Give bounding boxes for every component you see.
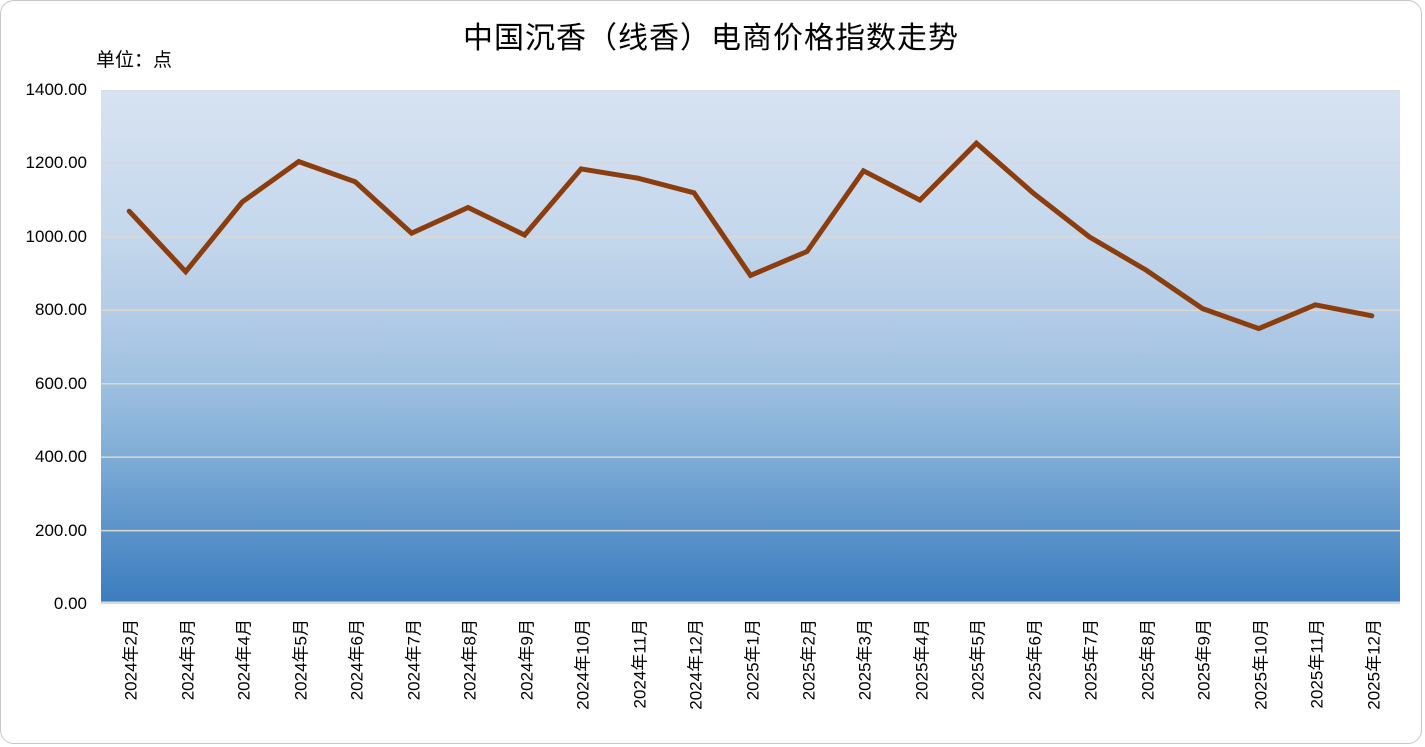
y-axis-label: 1400.00 — [25, 80, 87, 99]
x-axis-label: 2024年11月 — [630, 619, 650, 709]
unit-label: 单位：点 — [96, 50, 173, 71]
x-axis-label: 2024年5月 — [291, 619, 311, 701]
x-axis-label: 2024年10月 — [573, 619, 593, 710]
x-axis-label: 2025年4月 — [912, 619, 932, 701]
x-axis-label: 2025年10月 — [1251, 619, 1271, 710]
x-axis-label: 2025年2月 — [799, 619, 819, 701]
y-axis-label: 400.00 — [35, 447, 87, 467]
x-axis-label: 2024年2月 — [121, 619, 141, 701]
y-axis-label: 800.00 — [35, 300, 87, 320]
chart-title: 中国沉香（线香）电商价格指数走势 — [463, 22, 959, 55]
x-axis-label: 2025年7月 — [1081, 619, 1101, 701]
x-axis-label: 2025年1月 — [743, 619, 762, 701]
x-axis-label: 2024年3月 — [178, 619, 198, 701]
x-axis-label: 2025年11月 — [1307, 619, 1327, 709]
x-axis-label: 2024年4月 — [234, 619, 254, 701]
x-axis-label: 2025年9月 — [1194, 619, 1214, 701]
plot-svg — [101, 90, 1400, 604]
x-axis-label: 2024年12月 — [686, 619, 706, 710]
y-axis-label: 200.00 — [35, 520, 87, 540]
price-index-line — [126, 139, 1375, 332]
gridlines — [101, 90, 1400, 604]
plot-area — [101, 90, 1400, 604]
x-axis-label: 2024年8月 — [460, 619, 480, 701]
x-axis-label: 2025年6月 — [1025, 619, 1045, 701]
x-axis-label: 2025年12月 — [1364, 619, 1384, 710]
x-axis-label: 2024年9月 — [517, 619, 537, 701]
y-axis-label: 1000.00 — [25, 226, 87, 246]
x-axis-label: 2025年5月 — [968, 619, 988, 701]
plot-background — [101, 90, 1400, 604]
x-axis-label: 2024年6月 — [347, 619, 367, 701]
y-axis-label: 1200.00 — [25, 153, 87, 173]
y-axis-label: 600.00 — [35, 373, 87, 393]
x-axis-label: 2025年3月 — [855, 619, 875, 701]
x-axis-label: 2024年7月 — [404, 619, 424, 701]
y-axis-label: 0.00 — [53, 594, 87, 613]
x-axis-label: 2025年8月 — [1138, 619, 1158, 701]
